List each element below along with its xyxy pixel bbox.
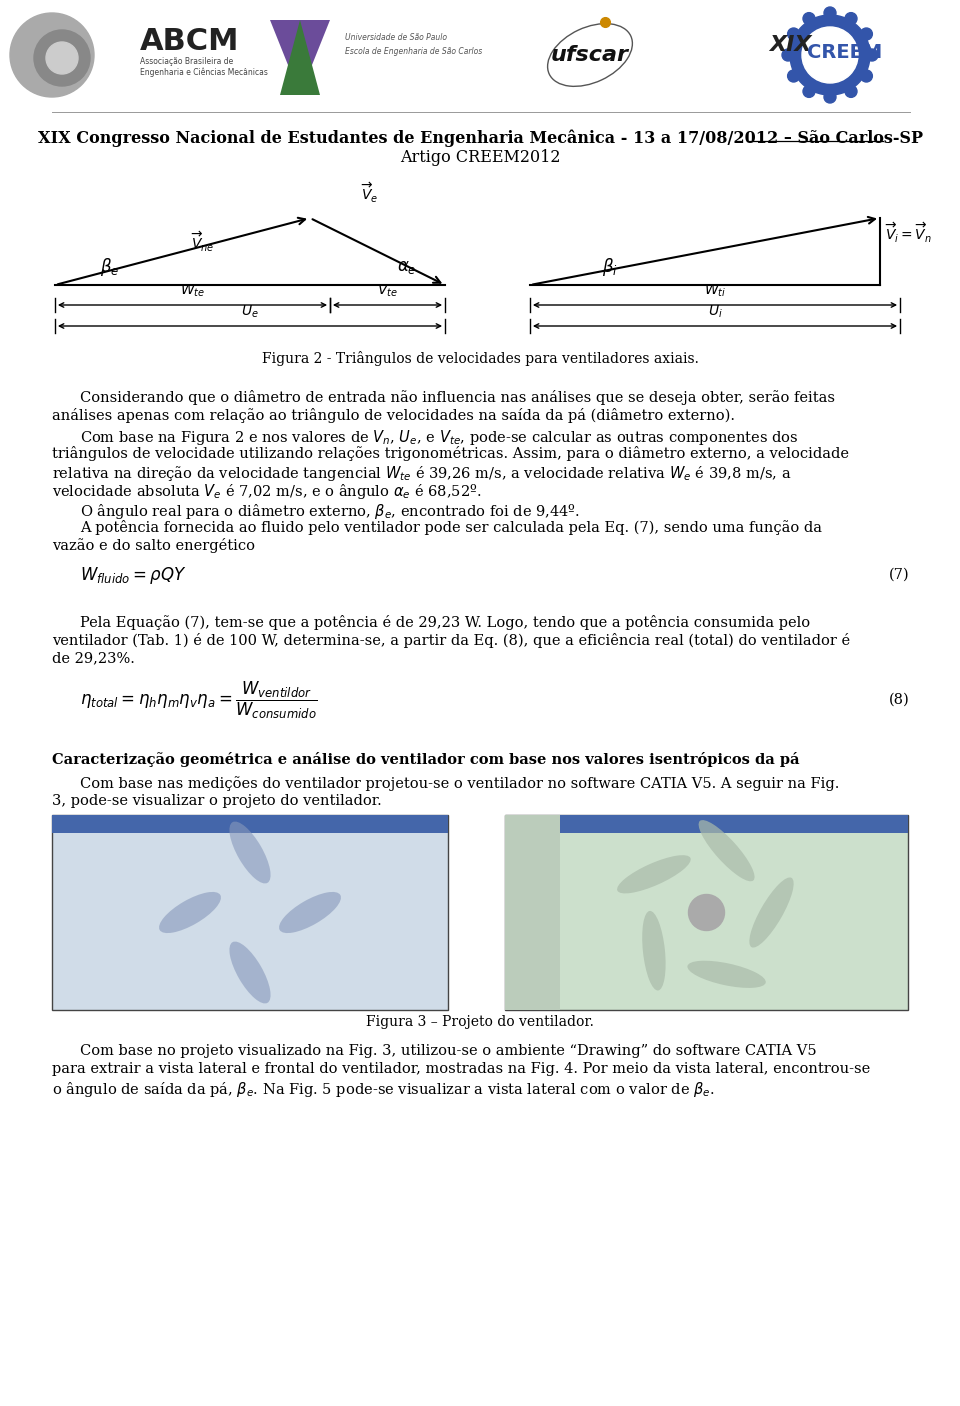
Polygon shape — [270, 20, 330, 96]
Bar — [52, 815, 448, 1010]
Text: (8): (8) — [889, 693, 910, 707]
Ellipse shape — [159, 891, 221, 934]
Circle shape — [787, 70, 800, 82]
Text: XIX Congresso Nacional de Estudantes de Engenharia Mecânica - 13 a 17/08/2012 – : XIX Congresso Nacional de Estudantes de … — [37, 129, 923, 146]
Circle shape — [688, 894, 725, 931]
Text: ufscar: ufscar — [551, 45, 629, 65]
Circle shape — [860, 28, 873, 39]
Circle shape — [790, 15, 870, 96]
Circle shape — [824, 7, 836, 20]
Text: 3, pode-se visualizar o projeto do ventilador.: 3, pode-se visualizar o projeto do venti… — [52, 794, 382, 808]
Text: Com base na Figura 2 e nos valores de $V_n$, $U_e$, e $V_{te}$, pode-se calcular: Com base na Figura 2 e nos valores de $V… — [80, 427, 799, 447]
Text: $\overrightarrow{V}_{ne}$: $\overrightarrow{V}_{ne}$ — [191, 229, 214, 253]
Circle shape — [803, 86, 815, 97]
Text: $V_{te}$: $V_{te}$ — [377, 283, 398, 299]
Circle shape — [845, 86, 857, 97]
Circle shape — [824, 91, 836, 103]
Ellipse shape — [642, 911, 665, 990]
Text: Associação Brasileira de: Associação Brasileira de — [140, 58, 233, 66]
Text: para extrair a vista lateral e frontal do ventilador, mostradas na Fig. 4. Por m: para extrair a vista lateral e frontal d… — [52, 1062, 871, 1076]
Ellipse shape — [229, 942, 271, 1004]
Ellipse shape — [229, 821, 271, 883]
Text: Caracterização geométrica e análise do ventilador com base nos valores isentrópi: Caracterização geométrica e análise do v… — [52, 752, 800, 768]
Text: $\eta_{total} = \eta_h \eta_m \eta_v \eta_a = \dfrac{W_{ventildor}}{W_{consumido: $\eta_{total} = \eta_h \eta_m \eta_v \et… — [80, 679, 318, 721]
Text: análises apenas com relação ao triângulo de velocidades na saída da pá (diâmetro: análises apenas com relação ao triângulo… — [52, 408, 735, 423]
Circle shape — [803, 13, 815, 25]
Circle shape — [860, 70, 873, 82]
Text: $\overrightarrow{V}_i = \overrightarrow{V}_n$: $\overrightarrow{V}_i = \overrightarrow{… — [885, 221, 932, 245]
Circle shape — [782, 49, 794, 60]
Text: $W_{ti}$: $W_{ti}$ — [704, 283, 726, 299]
Text: triângulos de velocidade utilizando relações trigonométricas. Assim, para o diâm: triângulos de velocidade utilizando rela… — [52, 446, 849, 461]
Text: Artigo CREEM2012: Artigo CREEM2012 — [399, 149, 561, 166]
Text: (7): (7) — [889, 568, 910, 582]
Ellipse shape — [279, 891, 341, 934]
Ellipse shape — [687, 960, 766, 988]
Ellipse shape — [699, 820, 755, 882]
Text: Com base no projeto visualizado na Fig. 3, utilizou-se o ambiente “Drawing” do s: Com base no projeto visualizado na Fig. … — [80, 1045, 817, 1057]
Text: CREEM: CREEM — [807, 44, 882, 62]
Text: $\beta_e$: $\beta_e$ — [101, 256, 120, 278]
Text: $\overrightarrow{V}_e$: $\overrightarrow{V}_e$ — [361, 181, 378, 205]
Text: Engenharia e Ciências Mecânicas: Engenharia e Ciências Mecânicas — [140, 67, 268, 77]
Text: Figura 3 – Projeto do ventilador.: Figura 3 – Projeto do ventilador. — [366, 1015, 594, 1029]
Text: Considerando que o diâmetro de entrada não influencia nas análises que se deseja: Considerando que o diâmetro de entrada n… — [80, 389, 835, 405]
Text: o ângulo de saída da pá, $\beta_e$. Na Fig. 5 pode-se visualizar a vista lateral: o ângulo de saída da pá, $\beta_e$. Na F… — [52, 1080, 715, 1099]
Text: A potência fornecida ao fluido pelo ventilador pode ser calculada pela Eq. (7), : A potência fornecida ao fluido pelo vent… — [80, 520, 822, 536]
Text: $\beta_i$: $\beta_i$ — [602, 256, 618, 278]
Circle shape — [866, 49, 878, 60]
Text: $U_i$: $U_i$ — [708, 304, 723, 321]
Circle shape — [845, 13, 857, 25]
Text: de 29,23%.: de 29,23%. — [52, 651, 134, 665]
Text: ABCM: ABCM — [140, 28, 239, 56]
Circle shape — [787, 28, 800, 39]
Text: Escola de Engenharia de São Carlos: Escola de Engenharia de São Carlos — [345, 48, 482, 56]
Polygon shape — [280, 20, 320, 96]
Text: Universidade de São Paulo: Universidade de São Paulo — [345, 34, 447, 42]
Text: velocidade absoluta $V_e$ é 7,02 m/s, e o ângulo $\alpha_e$ é 68,52º.: velocidade absoluta $V_e$ é 7,02 m/s, e … — [52, 482, 482, 501]
Bar — [505, 815, 908, 1010]
Text: Figura 2 - Triângulos de velocidades para ventiladores axiais.: Figura 2 - Triângulos de velocidades par… — [261, 350, 699, 366]
Bar — [505, 815, 908, 832]
Text: ventilador (Tab. 1) é de 100 W, determina-se, a partir da Eq. (8), que a eficiên: ventilador (Tab. 1) é de 100 W, determin… — [52, 633, 851, 648]
Circle shape — [802, 27, 858, 83]
Bar — [505, 815, 560, 1010]
Text: $\alpha_e$: $\alpha_e$ — [397, 257, 417, 276]
Text: $W_{te}$: $W_{te}$ — [180, 283, 205, 299]
Text: $U_e$: $U_e$ — [241, 304, 259, 321]
Text: vazão e do salto energético: vazão e do salto energético — [52, 538, 255, 553]
Circle shape — [34, 30, 90, 86]
Text: $W_{fluido} = \rho QY$: $W_{fluido} = \rho QY$ — [80, 564, 186, 585]
Ellipse shape — [750, 877, 794, 948]
Circle shape — [46, 42, 78, 75]
Text: Com base nas medições do ventilador projetou-se o ventilador no software CATIA V: Com base nas medições do ventilador proj… — [80, 776, 839, 790]
Ellipse shape — [617, 855, 691, 893]
Circle shape — [10, 13, 94, 97]
Text: XIX: XIX — [769, 35, 811, 55]
Text: O ângulo real para o diâmetro externo, $\beta_e$, encontrado foi de 9,44º.: O ângulo real para o diâmetro externo, $… — [80, 502, 580, 522]
Bar — [52, 815, 448, 832]
Text: Pela Equação (7), tem-se que a potência é de 29,23 W. Logo, tendo que a potência: Pela Equação (7), tem-se que a potência … — [80, 614, 810, 630]
Text: relativa na direção da velocidade tangencial $W_{te}$ é 39,26 m/s, a velocidade : relativa na direção da velocidade tangen… — [52, 464, 791, 484]
